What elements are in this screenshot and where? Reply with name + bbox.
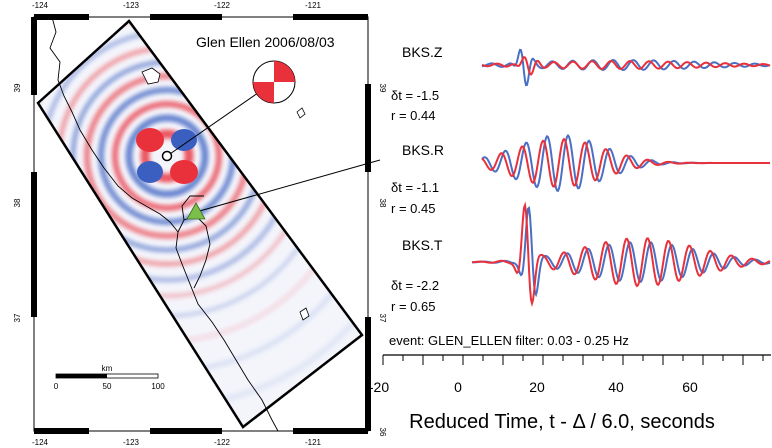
small-island-south <box>299 307 310 321</box>
lat-tick-left: 38 <box>13 198 22 207</box>
trace-time-shift: δt = -1.1 <box>391 180 439 195</box>
event-filter-label: event: GLEN_ELLEN filter: 0.03 - 0.25 Hz <box>389 333 629 348</box>
simulation-domain-outline <box>36 19 364 429</box>
lat-tick-left: 37 <box>13 313 22 322</box>
axis-tick-label: 0 <box>454 379 462 395</box>
axis-tick-label: 60 <box>682 379 698 395</box>
trace-correlation: r = 0.45 <box>391 201 435 216</box>
lon-tick-bottom: -123 <box>123 438 140 447</box>
bay-shoreline <box>177 195 211 289</box>
map-title: Glen Ellen 2006/08/03 <box>196 34 335 50</box>
scale-tick: 100 <box>151 382 165 391</box>
lon-tick-top: -124 <box>32 1 49 10</box>
epicenter-marker <box>161 150 173 162</box>
small-island <box>296 107 306 119</box>
trace-bks-t: BKS.T δt = -2.2 r = 0.65 <box>391 201 771 314</box>
axis-tick-label: -20 <box>369 379 389 395</box>
trace-correlation: r = 0.44 <box>391 108 435 123</box>
synthetic-waveform <box>471 205 771 298</box>
axis-tick-label: 40 <box>608 379 624 395</box>
trace-bks-z: BKS.Z δt = -1.5 r = 0.44 <box>391 44 771 123</box>
lat-tick-right: 36 <box>378 428 387 437</box>
lat-tick-right: 38 <box>378 199 387 208</box>
lon-tick-bottom: -122 <box>214 438 231 447</box>
trace-correlation: r = 0.65 <box>391 299 435 314</box>
lon-tick-bottom: -124 <box>32 438 49 447</box>
lon-tick-bottom: -121 <box>305 438 322 447</box>
trace-time-shift: δt = -2.2 <box>391 278 439 293</box>
station-link-line <box>195 159 381 213</box>
lat-tick-right: 39 <box>378 84 387 93</box>
scale-bar: km 0 50 100 <box>54 364 165 391</box>
scale-tick: 50 <box>103 382 112 391</box>
seismogram-panel: BKS.Z δt = -1.5 r = 0.44 BKS.R δt = -1.1… <box>369 44 771 433</box>
coastline <box>49 16 279 432</box>
trace-bks-r: BKS.R δt = -1.1 r = 0.45 <box>391 133 770 216</box>
station-triangle-icon <box>186 202 206 220</box>
lake-shape <box>141 67 161 85</box>
map-panel: Glen Ellen 2006/08/03 -124 -123 -122 -12… <box>13 1 387 447</box>
lat-tick-right: 37 <box>378 314 387 323</box>
trace-time-shift: δt = -1.5 <box>391 88 439 103</box>
focal-mechanism-icon <box>166 60 296 157</box>
lat-tick-left: 39 <box>13 83 22 92</box>
lon-tick-top: -121 <box>305 1 322 10</box>
observed-waveform <box>472 201 771 308</box>
axis-title: Reduced Time, t - Δ / 6.0, seconds <box>409 411 715 433</box>
scale-tick: 0 <box>54 382 59 391</box>
observed-waveform <box>481 137 770 188</box>
synthetic-waveform <box>481 48 771 87</box>
scale-unit: km <box>102 364 113 373</box>
trace-name: BKS.T <box>402 237 443 253</box>
trace-name: BKS.Z <box>402 44 443 60</box>
map-border-bars <box>31 14 371 434</box>
lon-tick-top: -123 <box>123 1 140 10</box>
trace-name: BKS.R <box>402 142 444 158</box>
lon-tick-top: -122 <box>214 1 231 10</box>
time-axis: -20 0 20 40 60 Reduced Time, t - Δ / 6.0… <box>369 354 771 433</box>
observed-waveform <box>481 55 771 76</box>
axis-tick-label: 20 <box>529 379 545 395</box>
